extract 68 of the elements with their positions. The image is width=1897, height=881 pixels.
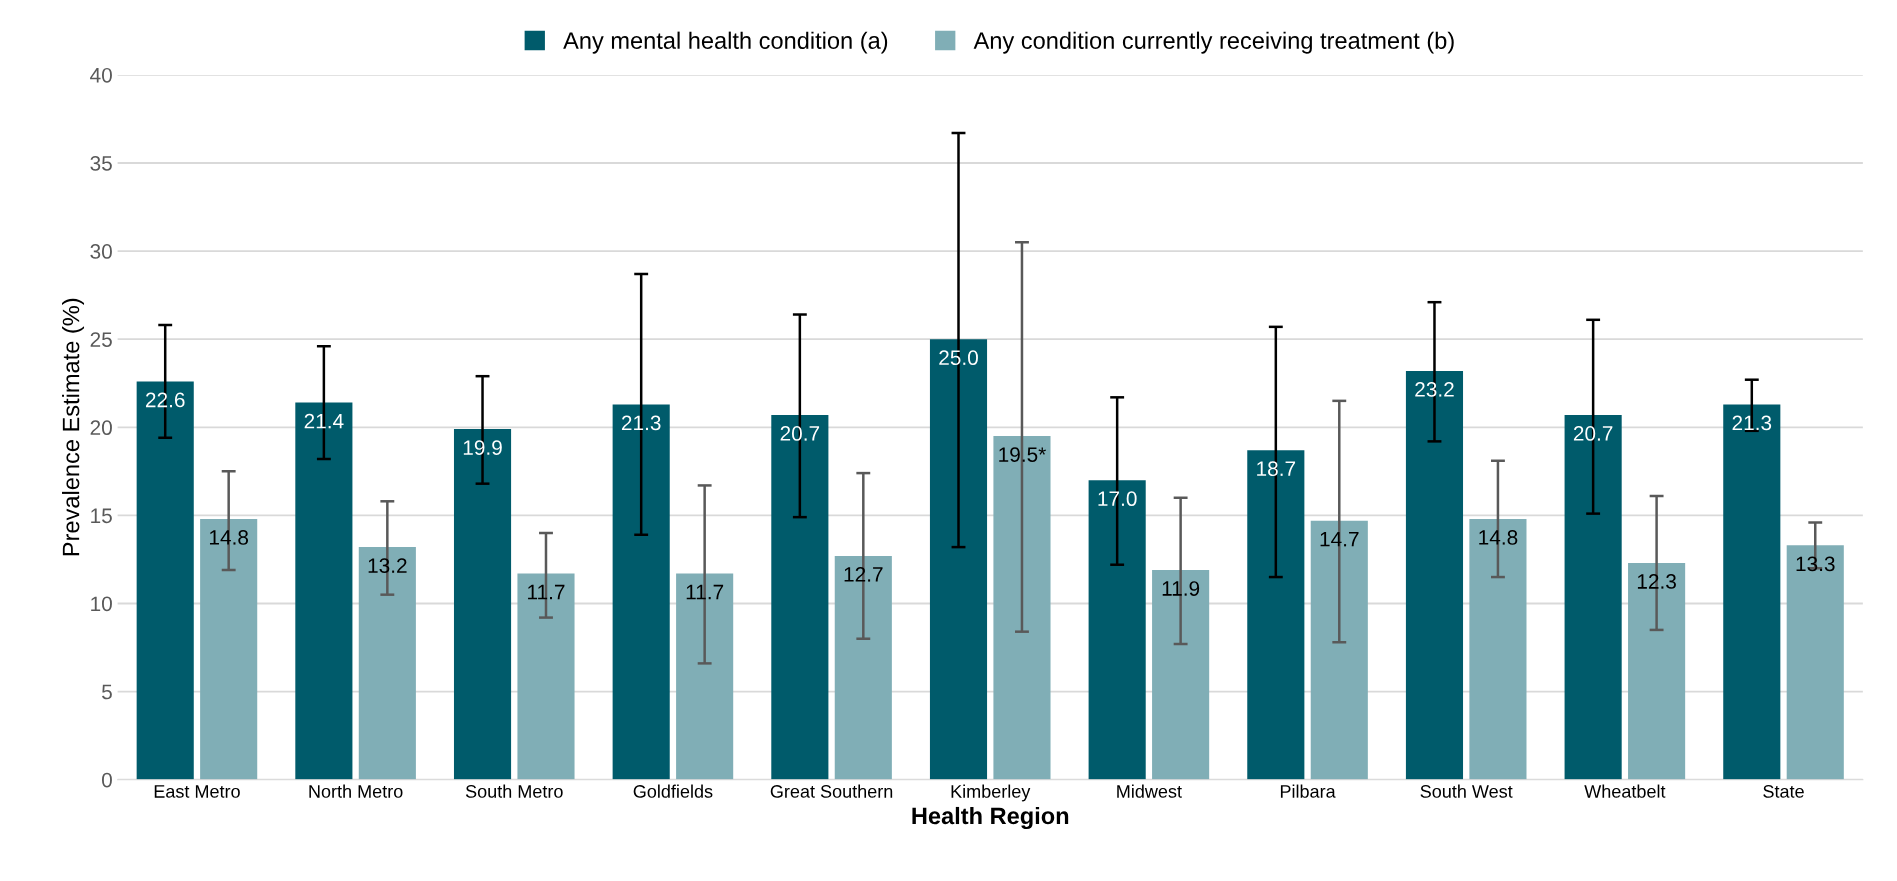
bar [517, 573, 575, 780]
data-label: 19.5* [999, 447, 1046, 462]
data-label: 14.8 [209, 530, 249, 545]
data-label: 11.7 [686, 584, 724, 600]
bar [1786, 545, 1844, 780]
bar [612, 404, 670, 780]
bar [295, 402, 353, 780]
data-label: 21.4 [304, 413, 344, 429]
data-label: 19.9 [463, 440, 502, 455]
x-tick-label: State [1763, 785, 1804, 798]
data-label: 22.6 [145, 392, 185, 408]
data-label: 14.8 [1479, 530, 1518, 545]
y-tick-label: 25 [90, 332, 112, 347]
x-tick-label: Midwest [1117, 784, 1182, 798]
bar [1405, 370, 1464, 780]
data-label: 11.7 [528, 584, 565, 600]
y-tick-label: 35 [90, 155, 112, 171]
data-label: 23.2 [1415, 382, 1454, 397]
data-label: 11.9 [1162, 581, 1200, 596]
data-label: 20.7 [1573, 426, 1613, 441]
x-tick-label: South West [1420, 784, 1513, 798]
x-tick-label: Goldfields [633, 784, 713, 798]
data-label: 21.3 [1732, 415, 1772, 431]
data-label: 20.7 [780, 426, 820, 441]
bar [358, 547, 416, 780]
bar [834, 555, 892, 780]
bar [1152, 570, 1210, 780]
y-tick-label: 40 [90, 67, 112, 83]
y-tick-label: 10 [91, 596, 112, 612]
y-tick-label: 30 [90, 244, 112, 259]
data-label: 13.3 [1796, 556, 1835, 572]
x-tick-label: Wheatbelt [1584, 784, 1666, 798]
bar [1088, 480, 1146, 780]
bar [1310, 520, 1368, 780]
y-tick-label: 5 [102, 684, 112, 700]
data-label: 13.2 [368, 558, 407, 573]
data-label: 17.0 [1098, 491, 1137, 507]
legend-label: Any mental health condition (a) [563, 31, 888, 54]
bar [453, 429, 512, 780]
bar [676, 573, 734, 780]
y-tick-label: 0 [101, 772, 112, 788]
bar [1247, 450, 1305, 780]
x-tick-label: Kimberley [951, 784, 1031, 802]
bar [136, 381, 194, 780]
x-tick-label: Pilbara [1280, 784, 1336, 798]
legend-label: Any condition currently receiving treatment (b) [973, 31, 1454, 54]
bar [929, 339, 988, 780]
data-label: 14.7 [1320, 532, 1359, 547]
y-axis-title: Prevalence Estimate (%) [62, 298, 85, 556]
data-label: 25.0 [939, 350, 978, 366]
data-label: 18.7 [1257, 461, 1296, 477]
data-label: 12.3 [1637, 574, 1676, 589]
data-label: 21.3 [621, 415, 661, 431]
x-tick-label: North Metro [309, 784, 403, 798]
bar [993, 436, 1051, 780]
y-tick-label: 20 [90, 420, 112, 436]
x-axis-title: Health Region [912, 806, 1069, 830]
bar [200, 518, 258, 780]
bar [1628, 562, 1686, 780]
data-label: 12.7 [844, 567, 883, 582]
bar [771, 414, 829, 780]
bar [1564, 414, 1622, 780]
bar [1469, 518, 1527, 780]
x-tick-label: Great Southern [770, 784, 893, 798]
y-tick-label: 15 [91, 508, 112, 524]
x-tick-label: East Metro [154, 785, 240, 798]
x-tick-label: South Metro [465, 784, 563, 798]
bar [1723, 404, 1781, 780]
